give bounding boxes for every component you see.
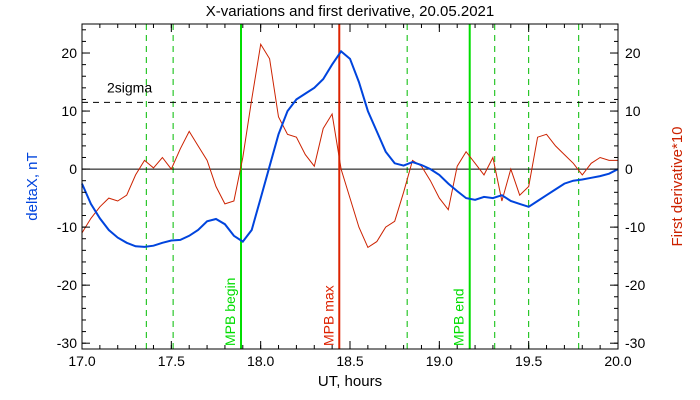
marker-label: MPB begin xyxy=(222,278,238,346)
x-tick-label: 17.0 xyxy=(68,353,95,369)
y-tick-label-left: 20 xyxy=(61,45,77,61)
threshold-label: 2sigma xyxy=(107,79,152,95)
y-tick-label-left: -20 xyxy=(57,277,77,293)
chart-title: X-variations and first derivative, 20.05… xyxy=(206,3,495,20)
y-tick-label-left: -30 xyxy=(57,335,77,351)
series-deltax-line xyxy=(81,49,619,248)
y-tick-label-left: 0 xyxy=(69,161,77,177)
x-tick-label: 18.0 xyxy=(247,353,274,369)
y-tick-label-right: -10 xyxy=(625,219,645,235)
dashed-lines xyxy=(145,24,580,349)
marker-label: MPB max xyxy=(320,285,336,346)
y-tick-label-right: 10 xyxy=(625,103,641,119)
y-tick-label-right: -30 xyxy=(625,335,645,351)
marker-label: MPB end xyxy=(451,288,467,346)
series-derivative-line xyxy=(81,42,618,249)
y-axis-label-left: deltaX, nT xyxy=(24,152,41,220)
x-tick-label: 19.0 xyxy=(426,353,453,369)
axis-ticks xyxy=(81,24,619,349)
y-tick-label-right: -20 xyxy=(625,277,645,293)
y-axis-label-right: First derivative*10 xyxy=(669,126,686,246)
plot-frame xyxy=(81,23,619,350)
x-axis-label: UT, hours xyxy=(318,373,382,390)
x-tick-label: 17.5 xyxy=(158,353,185,369)
y-tick-label-left: -10 xyxy=(57,219,77,235)
x-tick-label: 18.5 xyxy=(336,353,363,369)
y-tick-label-left: 10 xyxy=(61,103,77,119)
x-tick-label: 19.5 xyxy=(515,353,542,369)
y-tick-label-right: 20 xyxy=(625,45,641,61)
y-tick-label-right: 0 xyxy=(625,161,633,177)
x-tick-label: 20.0 xyxy=(604,353,631,369)
axis-labels: 17.0 17.5 18.0 18.5 19.0 19.5 20.0 -30 -30 -20 -20… xyxy=(57,45,646,369)
marker-lines: MPB begin MPB max MPB end xyxy=(222,24,471,349)
